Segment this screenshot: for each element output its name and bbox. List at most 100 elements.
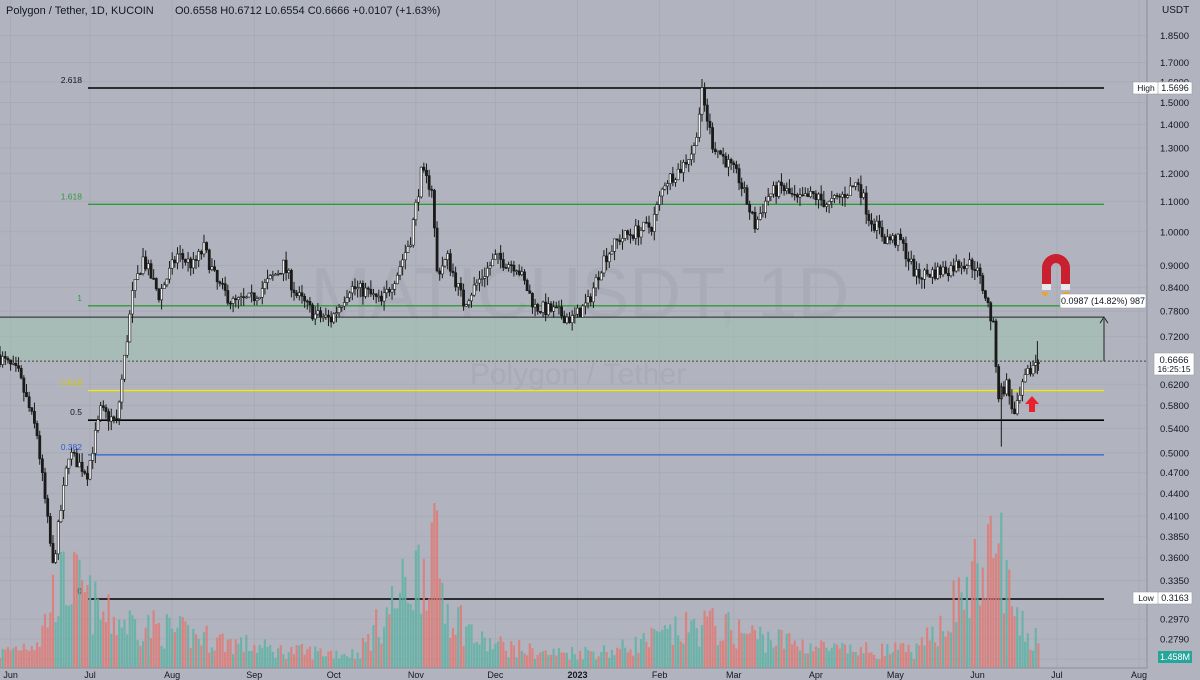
candle-body	[597, 277, 601, 281]
candle-body	[115, 418, 118, 420]
volume-bar	[647, 647, 651, 668]
measure-zone[interactable]	[0, 317, 1104, 362]
volume-bar	[205, 625, 208, 668]
candle-body	[631, 235, 635, 239]
volume-bar	[176, 627, 179, 668]
countdown: 16:25:15	[1157, 364, 1190, 374]
candle-body	[917, 269, 921, 279]
volume-bar	[793, 640, 796, 668]
volume-bar	[944, 636, 947, 668]
price-axis[interactable]: 1.85001.70001.60001.50001.40001.30001.20…	[1146, 0, 1200, 680]
candle-body	[348, 292, 352, 299]
volume-bar	[67, 605, 70, 668]
candle-body	[274, 273, 277, 276]
volume-bar	[322, 656, 325, 668]
volume-bar	[70, 604, 73, 668]
volume-bar	[277, 648, 280, 668]
candle-body	[891, 235, 895, 241]
volume-bar	[226, 639, 229, 668]
volume-bar	[412, 610, 415, 668]
candle-body	[769, 193, 773, 197]
volume-bar	[891, 652, 894, 668]
volume-bar	[237, 643, 240, 668]
candle-body	[329, 316, 333, 323]
candle-body	[160, 288, 163, 301]
volume-bar	[857, 655, 860, 668]
volume-bar	[414, 550, 417, 668]
candle-body	[258, 296, 261, 300]
volume-bar	[126, 634, 129, 668]
candle-body	[287, 269, 291, 274]
volume-bar	[547, 655, 550, 668]
time-tick-label: Sep	[246, 670, 262, 680]
volume-bar	[878, 659, 881, 668]
volume-bar	[666, 628, 669, 668]
red-up-arrow-icon	[1025, 396, 1039, 412]
volume-bar	[356, 652, 359, 668]
volume-bar	[928, 640, 931, 668]
candle-body	[451, 270, 455, 273]
volume-bar	[968, 618, 971, 668]
volume-bar	[531, 648, 534, 668]
candle-body	[981, 275, 985, 291]
candle-body	[438, 270, 442, 275]
volume-bar	[1002, 613, 1006, 668]
volume-bar	[602, 645, 606, 668]
volume-bar	[279, 645, 282, 668]
price-axis-bg	[1147, 0, 1200, 680]
candle-body	[11, 363, 15, 365]
candle-body	[138, 273, 142, 275]
candle-body	[584, 302, 587, 307]
candle-body	[3, 356, 7, 359]
candle-body	[952, 265, 956, 272]
currency-label: USDT	[1162, 5, 1189, 16]
price-tick-label: 1.4000	[1160, 120, 1189, 131]
candle-body	[120, 378, 124, 403]
price-tick-label: 0.6200	[1160, 380, 1189, 391]
volume-bar	[700, 625, 704, 668]
volume-bar	[224, 652, 227, 668]
volume-bar	[520, 650, 523, 668]
volume-bar	[576, 659, 579, 668]
measure-label: 0.0987 (14.82%) 987	[1061, 296, 1145, 306]
volume-bar	[86, 584, 89, 668]
candle-body	[650, 227, 654, 232]
volume-bar	[300, 643, 304, 668]
candle-body	[319, 310, 322, 318]
candle-body	[446, 253, 450, 260]
volume-bar	[642, 633, 645, 668]
volume-bar	[584, 646, 587, 668]
candle-body	[1013, 408, 1016, 415]
volume-bar	[202, 632, 206, 668]
volume-bar	[549, 654, 553, 668]
overlay-layer	[1025, 254, 1070, 412]
candle-body	[459, 283, 463, 291]
volume-bar	[933, 642, 937, 668]
volume-bar	[565, 652, 568, 668]
volume-bar	[748, 633, 751, 668]
volume-bar	[812, 651, 815, 668]
candle-body	[581, 305, 585, 318]
candle-body	[390, 288, 394, 293]
candle-body	[152, 277, 156, 280]
volume-bar	[284, 659, 288, 668]
time-axis[interactable]: Jun Jul Aug Sep Oct Nov Dec 2023 Feb Mar Apr May Jun…	[0, 667, 1147, 680]
volume-bar	[324, 656, 327, 668]
candle-body	[305, 300, 309, 303]
volume-bar	[724, 614, 727, 668]
time-tick-label: Oct	[327, 670, 342, 680]
candle-body	[960, 265, 963, 268]
time-tick-label: Dec	[487, 670, 504, 680]
candle-body	[64, 467, 68, 486]
candle-body	[941, 266, 945, 275]
volume-bar	[269, 645, 272, 668]
candle-body	[803, 193, 807, 197]
measure-label-box[interactable]: 0.0987 (14.82%) 987	[1059, 293, 1147, 309]
candle-body	[83, 471, 87, 474]
volume-bar	[716, 645, 719, 668]
magnet-icon[interactable]	[1041, 254, 1070, 297]
volume-bar	[406, 602, 410, 668]
volume-bar	[632, 655, 635, 668]
